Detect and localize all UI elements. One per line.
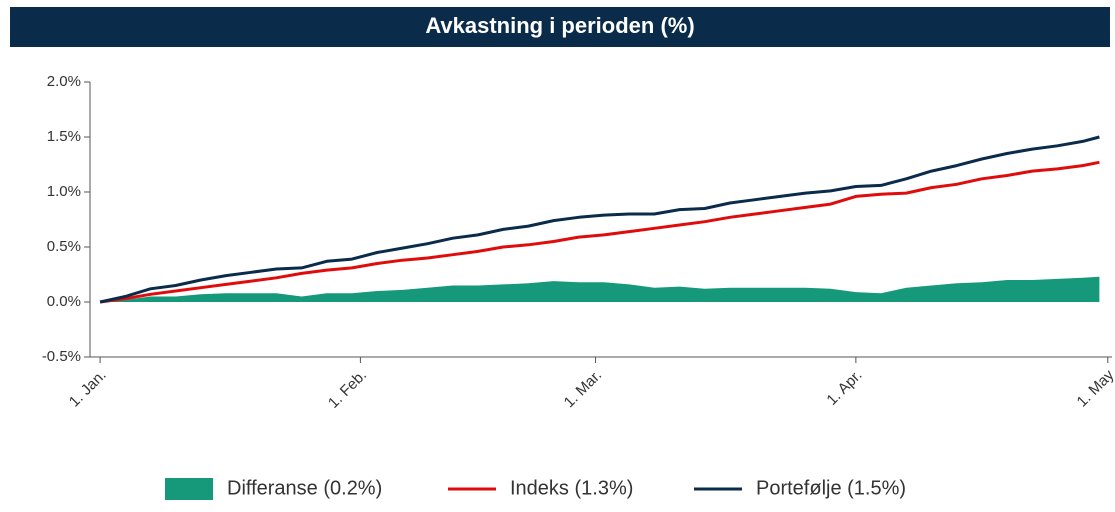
title-bar — [10, 7, 1110, 47]
x-tick-label: 1. Apr. — [823, 367, 865, 409]
x-tick-label: 1. Jan. — [66, 367, 110, 411]
x-tick-label: 1. May — [1074, 366, 1115, 410]
legend-swatch — [165, 478, 213, 500]
line — [99, 160, 1100, 304]
y-tick-label: 0.5% — [47, 238, 81, 255]
y-tick-label: 1.5% — [47, 128, 81, 145]
legend-label: Indeks (1.3%) — [510, 477, 633, 499]
y-tick-label: -0.5% — [42, 348, 81, 365]
y-tick-label: 0.0% — [47, 293, 81, 310]
legend-label: Portefølje (1.5%) — [756, 477, 906, 499]
y-tick-label: 2.0% — [47, 73, 81, 90]
y-tick-label: 1.0% — [47, 183, 81, 200]
x-tick-label: 1. Mar. — [561, 367, 605, 411]
area — [100, 276, 1100, 302]
x-tick-label: 1. Feb. — [325, 367, 370, 412]
chart-title: Avkastning i perioden (%) — [425, 13, 694, 38]
line — [99, 135, 1100, 304]
legend-label: Differanse (0.2%) — [227, 477, 382, 499]
